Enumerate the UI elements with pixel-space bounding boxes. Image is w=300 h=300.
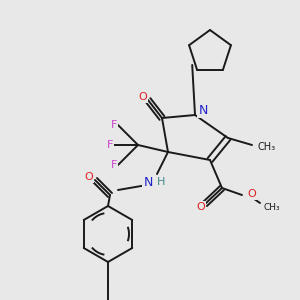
Text: CH₃: CH₃ [258, 142, 276, 152]
Text: F: F [107, 140, 113, 150]
Text: H: H [157, 177, 165, 187]
Text: O: O [85, 172, 93, 182]
Text: O: O [196, 202, 206, 212]
Text: O: O [139, 92, 147, 102]
Text: F: F [111, 160, 117, 170]
Text: N: N [198, 103, 208, 116]
Text: F: F [111, 120, 117, 130]
Text: CH₃: CH₃ [264, 202, 280, 211]
Text: O: O [247, 189, 256, 199]
Text: N: N [143, 176, 153, 188]
